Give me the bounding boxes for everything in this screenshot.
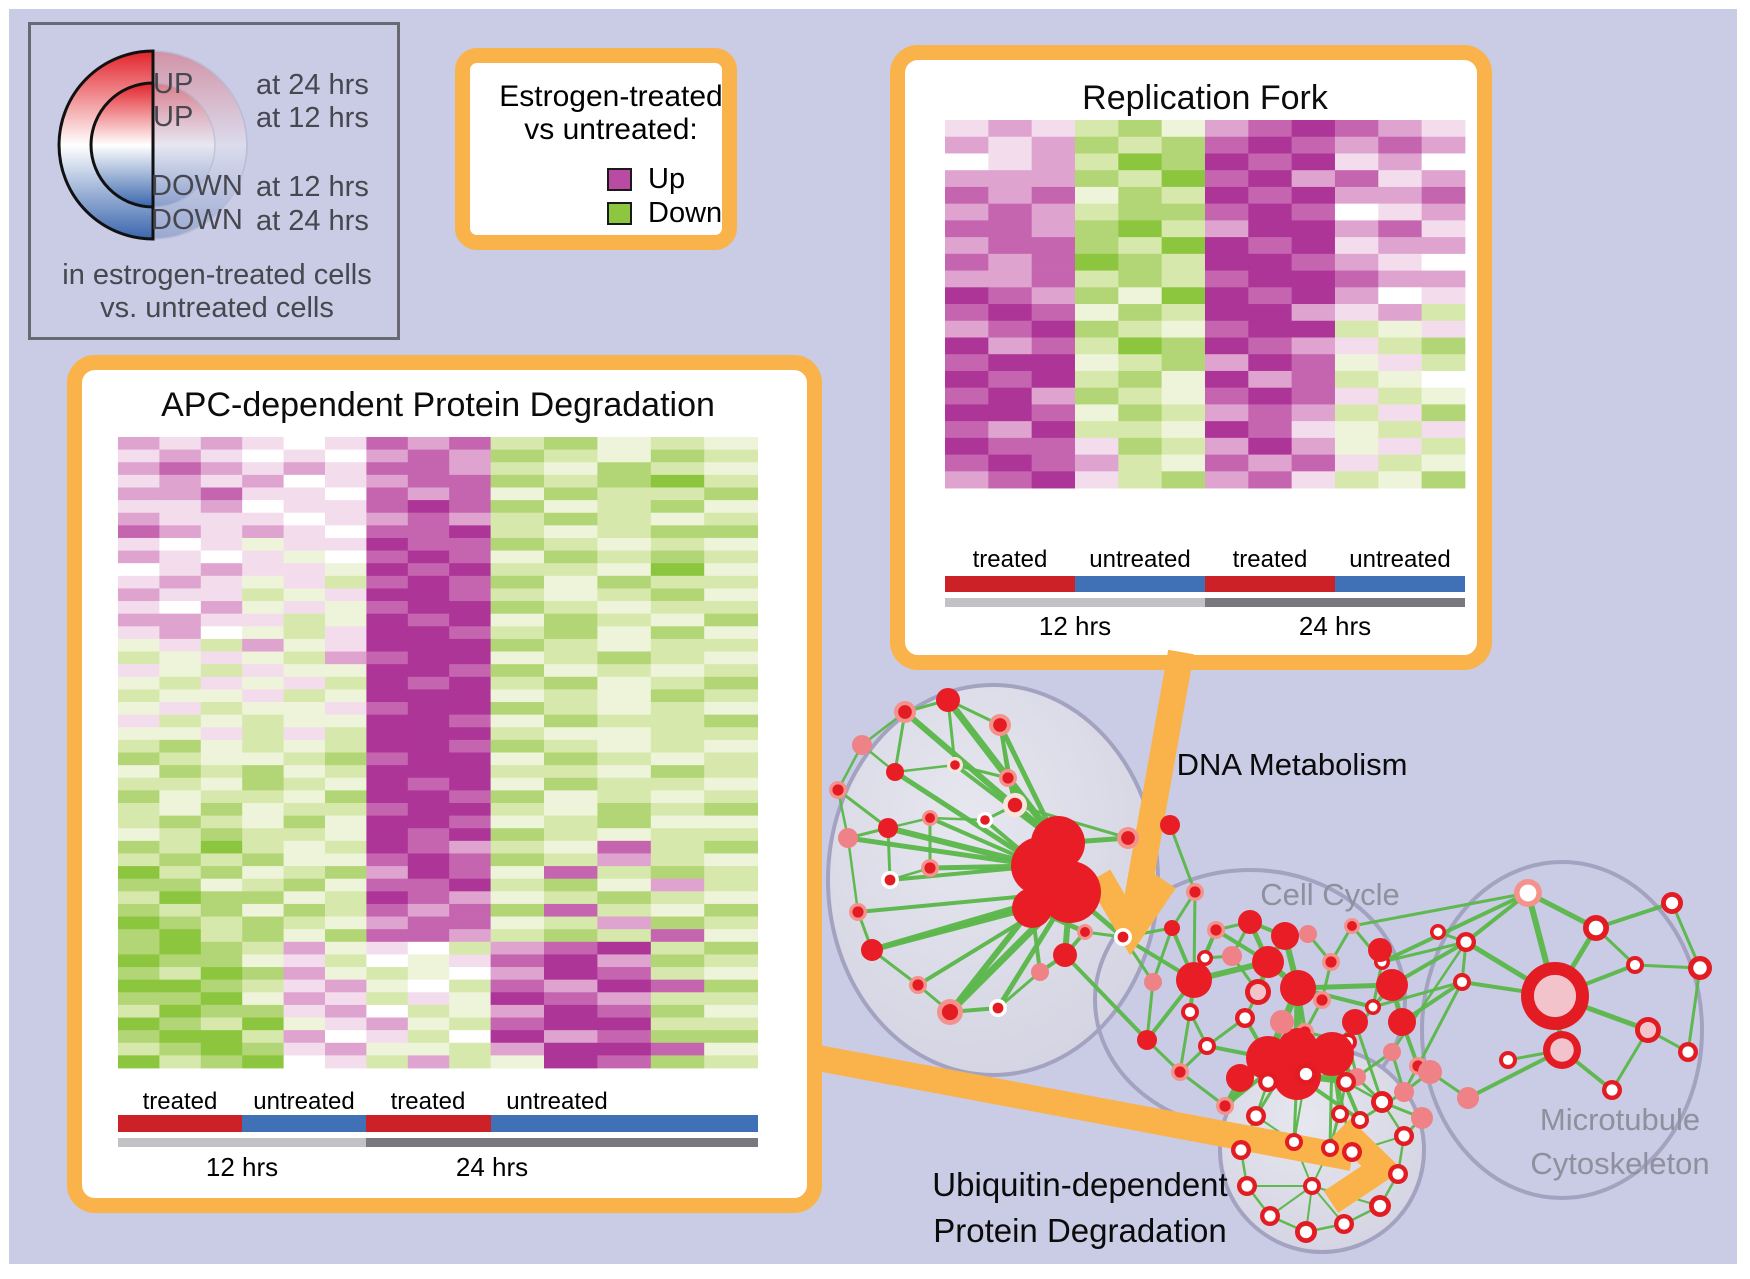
rf-group-label-untreated-24: untreated — [1349, 546, 1451, 573]
inner-ring-left-half — [89, 81, 155, 209]
network-node — [936, 688, 960, 712]
rf-12hrs-bar — [945, 598, 1205, 607]
network-node — [1342, 1009, 1368, 1035]
apc-group-label-untreated-12: untreated — [253, 1088, 355, 1115]
network-node — [1383, 1043, 1401, 1061]
network-node — [1164, 920, 1180, 936]
network-node — [1457, 1087, 1479, 1109]
legend-down-outer: DOWN — [151, 204, 243, 236]
network-node — [1278, 1028, 1318, 1068]
updown-ring-legend-graphic — [57, 49, 248, 241]
down-label: Down — [648, 197, 723, 229]
legend-up-outer-time: at 24 hrs — [256, 69, 369, 101]
ubiquitin-label-line1: Ubiquitin-dependent — [932, 1166, 1228, 1203]
rf-treated-bar-24 — [1205, 576, 1335, 592]
network-node — [1031, 963, 1049, 981]
apc-heatmap — [118, 437, 758, 1069]
network-node — [1280, 970, 1316, 1006]
apc-untreated-bar-12 — [242, 1115, 366, 1132]
legend-caption-line2: vs. untreated cells — [100, 292, 334, 324]
legend-down-inner: DOWN — [151, 170, 243, 202]
apc-24hrs-bar — [366, 1138, 758, 1147]
rf-24hrs-bar — [1205, 598, 1465, 607]
up-label: Up — [648, 163, 686, 195]
inner-ring-right-half — [152, 82, 216, 208]
network-node — [1418, 1060, 1442, 1084]
network-node — [1270, 1010, 1294, 1034]
apc-group-label-treated-24: treated — [390, 1088, 466, 1115]
cluster-label-cell-cycle: Cell Cycle — [1260, 877, 1400, 912]
microtubule-label-line2: Cytoskeleton — [1530, 1146, 1710, 1181]
cluster-label-ubiquitin: Ubiquitin-dependent Protein Degradation — [932, 1162, 1227, 1254]
network-node — [1411, 1107, 1433, 1129]
network-node — [1368, 938, 1392, 962]
rf-group-label-treated-12: treated — [972, 546, 1048, 573]
rf-12hrs-label: 12 hrs — [1038, 611, 1112, 641]
legend-up-inner-time: at 12 hrs — [256, 102, 369, 134]
network-node — [1299, 925, 1317, 943]
apc-title: APC-dependent Protein Degradation — [161, 386, 715, 424]
network-node — [1222, 946, 1242, 966]
legend-up-outer: UP — [153, 68, 194, 100]
arrowhead-replication-fork-to-dna — [1087, 869, 1176, 956]
network-node — [1394, 1082, 1414, 1102]
microtubule-label-line1: Microtubule — [1539, 1102, 1701, 1137]
network-node — [1012, 888, 1052, 928]
apc-12hrs-label: 12 hrs — [205, 1152, 279, 1182]
network-node — [861, 939, 883, 961]
arrow-replication-fork-to-dna — [1121, 649, 1194, 919]
estrogen-legend-title-line2: vs untreated: — [524, 113, 698, 146]
network-node — [1137, 1030, 1157, 1050]
cluster-circle-microtubule-cytoskeleton — [1420, 860, 1704, 1200]
rf-group-label-treated-24: treated — [1232, 546, 1308, 573]
network-node — [1144, 973, 1162, 991]
network-node — [878, 818, 898, 838]
network-node — [1376, 969, 1408, 1001]
apc-group-label-untreated-24: untreated — [506, 1088, 608, 1115]
rf-treated-bar-12 — [945, 576, 1075, 592]
network-node — [1252, 946, 1284, 978]
updown-ring-legend: UP at 24 hrs UP at 12 hrs DOWN at 12 hrs… — [28, 22, 400, 340]
network-node — [1238, 910, 1262, 934]
rf-24hrs-label: 24 hrs — [1298, 611, 1372, 641]
apc-treated-bar-12 — [118, 1115, 242, 1132]
replication-fork-heatmap — [945, 120, 1466, 489]
network-node — [1160, 815, 1180, 835]
estrogen-legend-title-line1: Estrogen-treated — [499, 80, 723, 113]
legend-down-inner-time: at 12 hrs — [256, 171, 369, 203]
network-node — [852, 735, 872, 755]
arrow-apc-to-ubiquitin — [815, 1045, 1355, 1171]
cluster-label-microtubule: Microtubule Cytoskeleton — [1530, 1098, 1709, 1186]
legend-down-outer-time: at 24 hrs — [256, 205, 369, 237]
down-color-swatch — [607, 202, 632, 225]
legend-caption-line1: in estrogen-treated cells — [62, 259, 372, 291]
network-node — [1388, 1008, 1416, 1036]
apc-group-label-treated-12: treated — [142, 1088, 218, 1115]
apc-12hrs-bar — [118, 1138, 366, 1147]
network-node — [1226, 1064, 1254, 1092]
replication-fork-title: Replication Fork — [1082, 79, 1328, 117]
network-node — [1271, 922, 1299, 950]
network-node — [886, 763, 904, 781]
arrowhead-apc-to-ubiquitin — [1323, 1118, 1403, 1213]
legend-up-inner: UP — [153, 101, 194, 133]
apc-untreated-bar-24 — [491, 1115, 758, 1132]
estrogen-color-legend: Estrogen-treated vs untreated: Up Down — [455, 48, 737, 250]
apc-24hrs-label: 24 hrs — [455, 1152, 529, 1182]
up-color-swatch — [607, 168, 632, 191]
rf-group-label-untreated-12: untreated — [1089, 546, 1191, 573]
rf-untreated-bar-24 — [1335, 576, 1465, 592]
network-node — [838, 828, 858, 848]
network-node — [1053, 943, 1077, 967]
rf-untreated-bar-12 — [1075, 576, 1205, 592]
network-node — [1039, 861, 1101, 923]
ubiquitin-label-line2: Protein Degradation — [933, 1212, 1227, 1249]
cluster-label-dna-metabolism: DNA Metabolism — [1176, 747, 1408, 782]
network-node — [1176, 962, 1212, 998]
apc-treated-bar-24 — [366, 1115, 491, 1132]
network-node — [1310, 1032, 1354, 1076]
